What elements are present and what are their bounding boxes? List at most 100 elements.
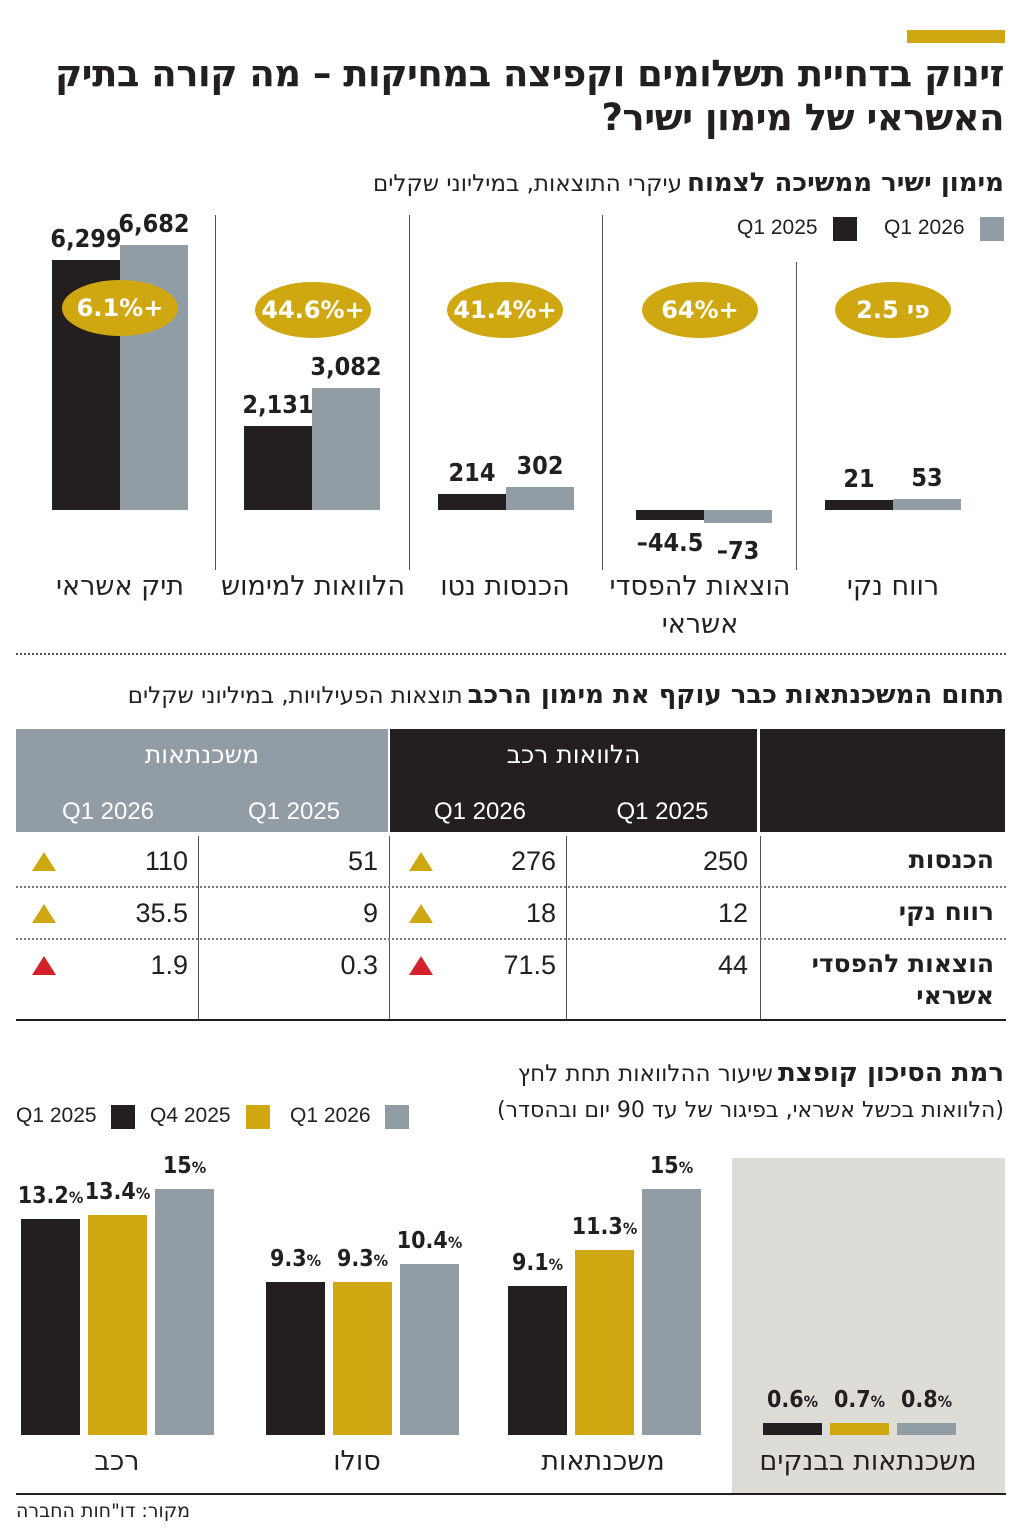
cell-mort-q1-2026: 110 [144,846,188,876]
trend-up-icon [409,852,433,871]
panel-divider [409,215,410,570]
table-bottom-rule [16,1019,1006,1021]
activities-table: הלוואות רכב משכנתאות Q1 2025 Q1 2026 Q1 … [16,729,1006,1021]
bar-value-label: 9.3% [258,1246,333,1272]
percent-sign: % [447,1233,463,1253]
value-number: 15 [162,1153,192,1179]
legend3-label-q1-2026: Q1 2026 [290,1104,371,1127]
bar-value-label: 2,131 [242,389,314,419]
legend3-label-q1-2025: Q1 2025 [16,1104,97,1127]
change-badge: פי 2.5 [835,282,951,338]
table-column-divider [198,836,199,1020]
bar-value-label: 21 [843,464,875,493]
row-separator [16,938,1006,940]
legend3-swatch-q1-2025 [111,1105,135,1129]
bar-q1-2025 [21,1218,80,1435]
section2-heading: תחום המשכנתאות כבר עוקף את מימון הרכב תו… [128,680,1004,710]
row-label: הוצאות להפסדי אשראי [811,949,994,1010]
bar-q1-2025 [438,493,506,510]
percent-sign: % [373,1251,389,1271]
category-label: הלוואות למימוש [221,571,405,602]
bar-q1-2025 [508,1285,567,1435]
accent-bar [907,30,1005,43]
bar-value-label: 3,082 [310,352,382,381]
panel-divider [796,262,797,570]
col-mort-q1-2026: Q1 2026 [61,798,155,825]
section1-legend: Q1 2026 Q1 2025 [0,214,1024,244]
trend-up-icon [32,852,56,871]
table-corner-header [760,729,1005,832]
section1-title-rest: עיקרי התוצאות, במיליוני שקלים [373,171,683,197]
category-label: רכב [94,1446,140,1477]
trend-up-icon [32,956,56,975]
row-label: רווח נקי [898,897,994,926]
cell-car-q1-2025: 250 [702,846,748,876]
bar-value-label: 11.3% [567,1214,642,1240]
bar-value-label: 15% [634,1153,709,1179]
legend-swatch-q1-2025 [833,217,857,241]
cell-mort-q1-2025: 51 [347,846,378,876]
baseline-rule [16,1493,1006,1495]
percent-sign: % [135,1184,151,1204]
table-header-car [390,729,757,832]
change-badge: +41.4% [447,282,563,338]
bar-q1-2025 [763,1423,822,1435]
section3-title-bold: רמת הסיכון קופצת [777,1058,1004,1088]
bar-value-label: 0.7% [822,1387,897,1413]
value-number: 13.4 [84,1179,136,1206]
bar-q4-2025 [333,1282,392,1435]
bar-q1-2026 [506,487,574,510]
bar-value-label: 6,299 [50,224,122,254]
value-number: 0.8 [900,1387,938,1413]
bar-value-label: 13.2% [13,1183,88,1209]
bar-value-label: 302 [516,451,564,480]
percent-sign: % [622,1218,638,1238]
percent-sign: % [548,1254,564,1274]
panel-divider [602,215,603,570]
percent-sign: % [678,1158,694,1177]
value-number: 13.2 [17,1182,69,1209]
col-car-q1-2026: Q1 2026 [433,798,527,825]
bar-q1-2025 [825,500,893,510]
col-mort-q1-2025: Q1 2025 [247,798,341,825]
trend-up-icon [409,956,433,975]
section1-heading: מימון ישיר ממשיכה לצמוח עיקרי התוצאות, ב… [373,168,1004,198]
bar-value-label: 0.6% [755,1387,830,1413]
bar-q1-2025 [244,425,312,510]
table-column-divider [760,836,761,1020]
category-label: משכנתאות בבנקים [759,1446,977,1477]
legend-label-q1-2026: Q1 2026 [884,216,965,239]
cell-car-q1-2026: 276 [510,846,556,876]
percent-sign: % [306,1251,322,1271]
bar-value-label: 9.1% [500,1250,575,1276]
bar-q1-2026 [155,1189,214,1435]
banks-panel [732,1158,1005,1494]
bar-value-label: 15% [147,1153,222,1179]
section2-title-bold: תחום המשכנתאות כבר עוקף את מימון הרכב [467,680,1004,710]
percent-sign: % [870,1392,886,1411]
category-label: הכנסות נטו [440,571,570,602]
change-badge: +64% [642,282,758,338]
panel-divider [215,215,216,570]
cell-car-q1-2025: 44 [717,950,748,980]
risk-chart: 13.2% 13.4% 15% רכב 9.3% 9.3% 10.4% סולו 9.1% 11.… [13,1153,977,1477]
value-number: 15 [649,1153,679,1179]
value-number: 0.6 [766,1387,804,1413]
cell-car-q1-2026: 18 [525,898,556,928]
section3-heading: רמת הסיכון קופצת שיעור ההלוואות תחת לחץ [518,1058,1004,1088]
value-number: 11.3 [571,1213,623,1240]
bar-value-label: 13.4% [80,1179,155,1205]
source-note: מקור: דו"חות החברה [16,1500,191,1522]
value-number: 10.4 [396,1228,448,1255]
section3-legend: Q1 2026 Q4 2025 Q1 2025 [0,1103,430,1133]
bar-q1-2026 [897,1423,956,1435]
change-badge: +44.6% [255,282,371,338]
section-divider [16,653,1006,655]
bar-value-label: 0.8% [889,1387,964,1413]
trend-up-icon [32,904,56,923]
value-number: 0.7 [833,1387,871,1413]
percent-sign: % [937,1392,953,1411]
value-number: 9.1 [511,1249,549,1276]
bar-value-label: –73 [716,536,760,565]
bar-q1-2026 [312,388,380,510]
